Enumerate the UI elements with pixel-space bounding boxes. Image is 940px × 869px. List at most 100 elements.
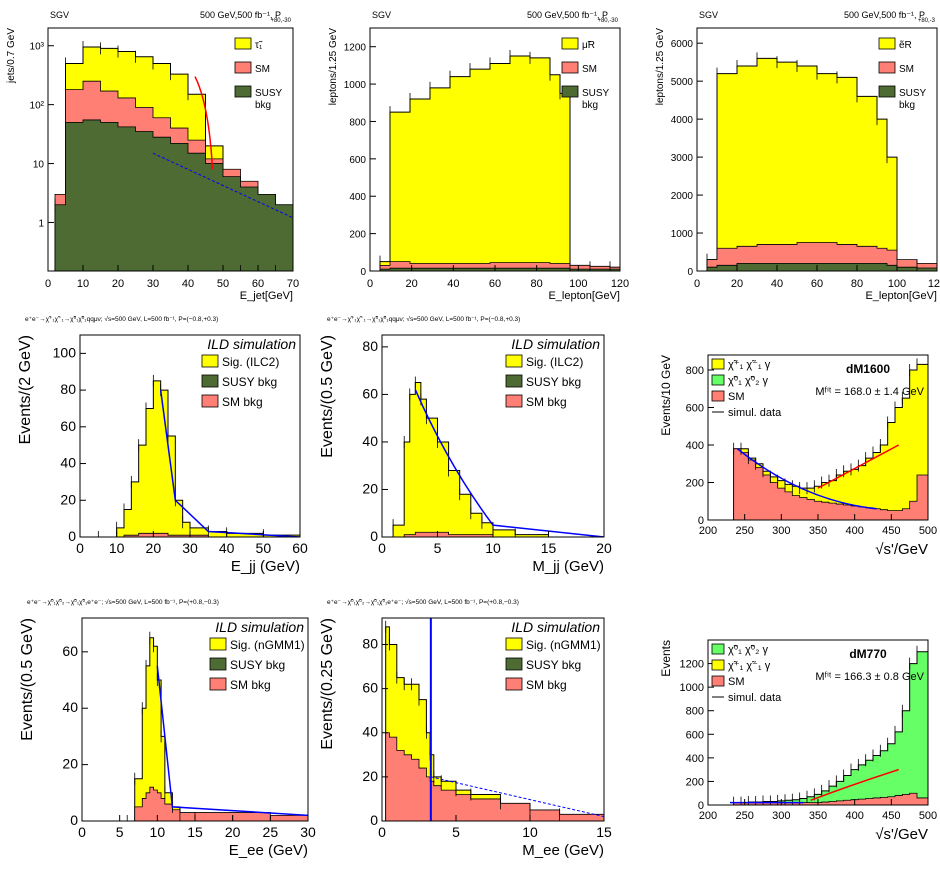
legend-swatch: [201, 374, 219, 388]
y-tick-label: 10³: [30, 42, 45, 53]
legend-swatch: [878, 37, 896, 50]
panel-header: e⁺e⁻→χ̃⁰₁χ̃⁰₂→χ̃⁰₁χ̃⁰₁e⁺e⁻; √s=500 GeV, …: [327, 598, 519, 606]
legend-swatch: [878, 85, 896, 98]
x-tick-label: 100: [569, 278, 587, 290]
legend-label: simul. data: [728, 407, 782, 419]
y-tick-label: 0: [698, 515, 704, 527]
legend-swatch: [209, 677, 227, 691]
x-tick-label: 300: [772, 525, 790, 537]
y-tick-label: 40: [62, 699, 78, 715]
x-tick-label: 40: [771, 278, 783, 290]
legend-label: χ̃⁰₁ χ̃⁰₂ γ: [728, 375, 768, 387]
legend-label: χ̃⁺₁ χ̃⁻₁ γ: [728, 660, 771, 672]
x-tick-label: 15: [187, 824, 203, 840]
y-axis-label: leptons/1.25 GeV: [655, 28, 666, 106]
y-tick-label: 60: [362, 385, 378, 401]
legend: Sig. (nGMM1) SUSY bkg SM bkg: [505, 637, 601, 692]
series-sm: [385, 732, 604, 821]
x-tick-label: 60: [811, 278, 823, 290]
x-tick-label: 120: [928, 278, 940, 290]
x-tick-label: 20: [596, 540, 612, 556]
x-tick-label: 30: [182, 540, 198, 556]
y-tick-label: 4000: [671, 115, 694, 126]
x-tick-label: 40: [182, 278, 194, 290]
y-tick-label: 800: [686, 706, 704, 718]
legend: χ̃⁰₁ χ̃⁰₂ γ χ̃⁺₁ χ̃⁻₁ γ SM simul. data: [711, 643, 782, 704]
plot-area: [97, 374, 300, 537]
legend-swatch: [878, 61, 896, 74]
x-axis-label: √s'/GeV: [875, 541, 928, 558]
y-tick-label: 2000: [671, 191, 694, 202]
y-axis-label: Events/(0.5 GeV): [19, 618, 36, 741]
legend-swatch: [505, 394, 523, 408]
y-axis-label: Events: [659, 640, 673, 677]
legend-label: SM: [728, 391, 745, 403]
y-tick-label: 80: [362, 635, 378, 651]
x-tick-label: 0: [367, 278, 373, 290]
x-tick-label: 50: [256, 540, 272, 556]
legend-label: SUSY: [582, 88, 610, 99]
legend-label: μ̃R: [582, 40, 595, 51]
legend-label: SM: [582, 64, 597, 75]
legend-label: χ̃⁺₁ χ̃⁻₁ γ: [728, 359, 771, 371]
y-tick-label: 1000: [344, 80, 367, 91]
panel-p9: 200 250 300 350 400 450 5000200400600800100012…: [659, 639, 937, 843]
fit-line: [152, 152, 293, 219]
watermark: ILD simulation: [511, 336, 600, 352]
y-tick-label: 0: [687, 267, 693, 278]
x-tick-label: 70: [287, 278, 299, 290]
legend-swatch: [561, 85, 579, 98]
x-tick-label: 40: [447, 278, 459, 290]
panel-title-left: SGV: [372, 10, 391, 20]
legend: Sig. (nGMM1) SUSY bkg SM bkg: [209, 637, 305, 692]
x-tick-label: 0: [378, 824, 386, 840]
panel-header: e⁺e⁻→χ̃⁺₁χ̃⁻₁→χ̃⁰₁χ̃⁰₁qqμν; √s=500 GeV, …: [25, 315, 218, 323]
x-tick-label: 15: [596, 824, 612, 840]
panel-label: dM1600: [846, 362, 890, 376]
x-tick-label: 20: [406, 278, 418, 290]
panel-p5: 0 5 10 15 20 0 20 40 60 80 M_jj (GeV) Events/(0.5 G…: [319, 315, 612, 575]
fit-line: [810, 768, 899, 801]
x-tick-label: 60: [292, 540, 308, 556]
y-tick-label: 6000: [671, 39, 694, 50]
legend-label: τ̃₁: [255, 40, 263, 51]
x-axis-label: M_ee (GeV): [522, 842, 604, 859]
x-tick-label: 0: [76, 540, 84, 556]
legend-label: SM bkg: [526, 678, 567, 692]
x-tick-label: 100: [888, 278, 906, 290]
series-sm: [127, 786, 308, 821]
y-tick-label: 1000: [671, 229, 694, 240]
panel-p1: 0 10 20 30 40 50 60 70 1 10 10² 10³ E_jet[GeV] jets/0…: [6, 10, 299, 302]
fit-line: [414, 389, 604, 537]
panel-title-sub: +80,-30: [270, 18, 291, 24]
plot-area: [385, 618, 604, 821]
legend-label: SM: [899, 64, 914, 75]
plot-area: [126, 631, 308, 821]
legend-label: SM bkg: [222, 395, 263, 409]
x-axis-label: E_ee (GeV): [229, 842, 308, 859]
x-tick-label: 0: [378, 540, 386, 556]
panel-p2: 0 20 40 60 80 100 120020040060080010001200E_le…: [328, 10, 629, 302]
legend: Sig. (ILC2) SUSY bkg SM bkg: [201, 354, 279, 409]
y-tick-label: 400: [686, 440, 704, 452]
y-tick-label: 400: [349, 192, 366, 203]
y-tick-label: 1000: [680, 682, 704, 694]
x-tick-label: 0: [78, 824, 86, 840]
y-tick-label: 20: [362, 480, 378, 496]
panel-p3: 0 20 40 60 80 100 120 0 1000 2000 3000 4000 5000 6000…: [655, 10, 940, 302]
x-tick-label: 20: [112, 278, 124, 290]
x-axis-label: M_jj (GeV): [532, 558, 604, 575]
x-tick-label: 10: [522, 824, 538, 840]
fit-line: [159, 389, 300, 537]
x-tick-label: 200: [699, 810, 717, 822]
y-tick-label: 5000: [671, 77, 694, 88]
x-tick-label: 250: [735, 525, 753, 537]
x-axis-label: E_jet[GeV]: [240, 290, 293, 302]
legend-swatch: [505, 657, 523, 671]
legend: Sig. (ILC2) SUSY bkg SM bkg: [505, 354, 583, 409]
legend-label: SUSY: [255, 88, 283, 99]
y-tick-label: 800: [686, 365, 704, 377]
panel-title-right: 500 GeV,500 fb⁻¹, P: [200, 10, 281, 20]
x-tick-label: 20: [146, 540, 162, 556]
